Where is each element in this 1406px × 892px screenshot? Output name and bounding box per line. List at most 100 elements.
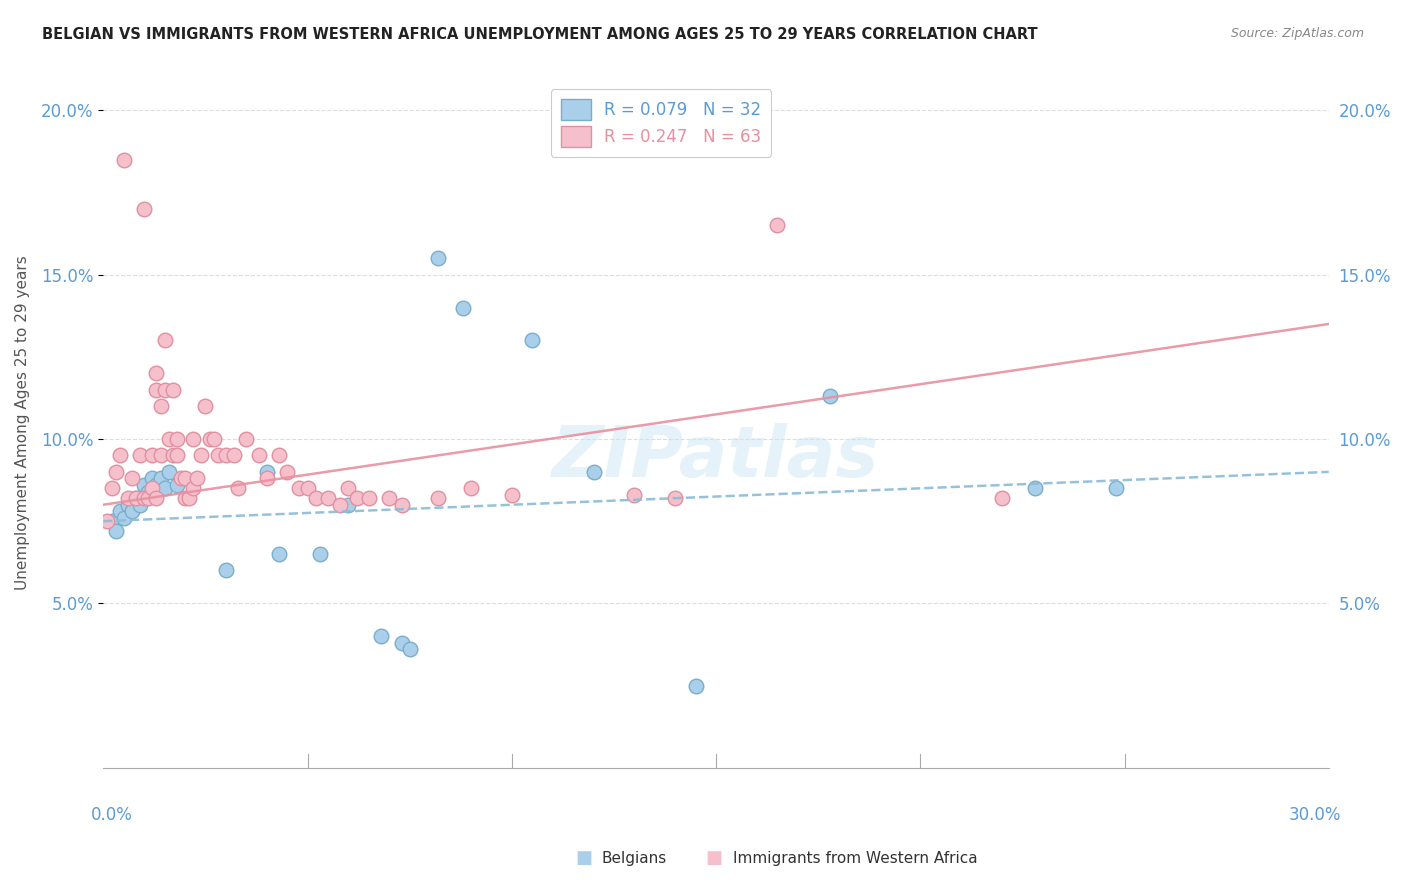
Point: [582, 465, 605, 479]
Point: [378, 491, 401, 505]
Point: [391, 498, 413, 512]
Point: [256, 465, 278, 479]
Point: [117, 498, 139, 512]
Point: [125, 491, 148, 505]
Point: [141, 449, 163, 463]
Point: [100, 481, 122, 495]
Point: [134, 478, 156, 492]
Point: [623, 488, 645, 502]
Point: [157, 432, 180, 446]
Point: [522, 334, 544, 348]
Point: [316, 491, 339, 505]
Point: [226, 481, 249, 495]
Point: [370, 629, 392, 643]
Point: [125, 491, 148, 505]
Text: 0.0%: 0.0%: [91, 805, 134, 823]
Point: [100, 514, 122, 528]
Point: [305, 491, 328, 505]
Point: [222, 449, 245, 463]
Y-axis label: Unemployment Among Ages 25 to 29 years: Unemployment Among Ages 25 to 29 years: [15, 255, 30, 590]
Point: [166, 478, 188, 492]
Point: [267, 547, 290, 561]
Point: [179, 491, 201, 505]
Point: [170, 471, 193, 485]
Point: [136, 491, 159, 505]
Point: [145, 366, 167, 380]
Point: [501, 488, 523, 502]
Point: [427, 251, 450, 265]
Point: [108, 504, 131, 518]
Point: [149, 399, 172, 413]
Point: [149, 449, 172, 463]
Point: [112, 511, 135, 525]
Point: [198, 432, 221, 446]
Point: [145, 383, 167, 397]
Point: [398, 642, 420, 657]
Text: 30.0%: 30.0%: [1288, 805, 1341, 823]
Point: [136, 484, 159, 499]
Point: [162, 449, 184, 463]
Point: [181, 432, 204, 446]
Point: [166, 449, 188, 463]
Point: [104, 465, 127, 479]
Point: [288, 481, 311, 495]
Point: [451, 301, 474, 315]
Point: [337, 498, 360, 512]
Point: [174, 491, 197, 505]
Point: [129, 449, 152, 463]
Point: [112, 153, 135, 167]
Point: [174, 471, 197, 485]
Point: [1024, 481, 1046, 495]
Point: [215, 564, 238, 578]
Point: [820, 389, 842, 403]
Point: [166, 432, 188, 446]
Point: [346, 491, 368, 505]
Point: [162, 383, 184, 397]
Point: [121, 471, 143, 485]
Point: [235, 432, 257, 446]
Text: Immigrants from Western Africa: Immigrants from Western Africa: [733, 851, 977, 865]
Point: [141, 471, 163, 485]
Point: [357, 491, 380, 505]
Point: [991, 491, 1014, 505]
Point: [153, 383, 176, 397]
Point: [129, 498, 152, 512]
Point: [391, 636, 413, 650]
Point: [145, 491, 167, 505]
Point: [685, 679, 707, 693]
Text: Belgians: Belgians: [602, 851, 666, 865]
Point: [134, 202, 156, 216]
Text: ■: ■: [575, 849, 592, 867]
Point: [664, 491, 686, 505]
Point: [460, 481, 482, 495]
Point: [427, 491, 450, 505]
Point: [181, 481, 204, 495]
Point: [121, 504, 143, 518]
Point: [267, 449, 290, 463]
Point: [207, 449, 229, 463]
Point: [157, 465, 180, 479]
Point: [96, 514, 118, 528]
Point: [194, 399, 217, 413]
Point: [153, 334, 176, 348]
Point: [329, 498, 352, 512]
Point: [153, 481, 176, 495]
Point: [337, 481, 360, 495]
Point: [202, 432, 225, 446]
Text: BELGIAN VS IMMIGRANTS FROM WESTERN AFRICA UNEMPLOYMENT AMONG AGES 25 TO 29 YEARS: BELGIAN VS IMMIGRANTS FROM WESTERN AFRIC…: [42, 27, 1038, 42]
Point: [186, 471, 208, 485]
Point: [145, 478, 167, 492]
Point: [247, 449, 270, 463]
Point: [1105, 481, 1128, 495]
Point: [108, 449, 131, 463]
Text: ■: ■: [706, 849, 723, 867]
Point: [149, 471, 172, 485]
Point: [190, 449, 212, 463]
Point: [276, 465, 298, 479]
Text: Source: ZipAtlas.com: Source: ZipAtlas.com: [1230, 27, 1364, 40]
Point: [297, 481, 319, 495]
Point: [141, 481, 163, 495]
Point: [256, 471, 278, 485]
Point: [104, 524, 127, 538]
Point: [766, 219, 789, 233]
